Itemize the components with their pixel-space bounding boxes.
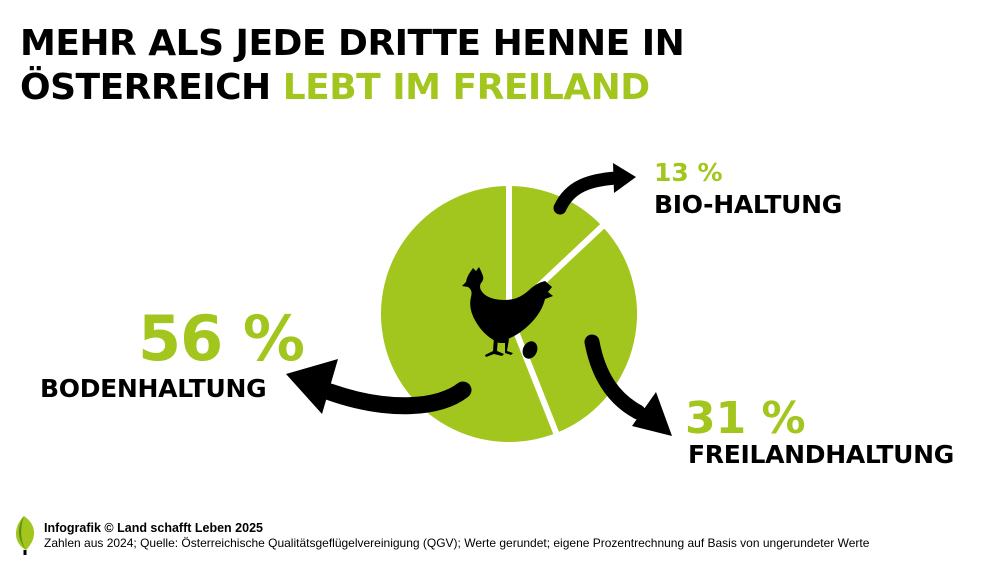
arrow-bio-icon [553,163,636,215]
title-line-2-accent: LEBT IM FREILAND [282,67,650,108]
title-line-1: MEHR ALS JEDE DRITTE HENNE IN [20,23,685,64]
footer: Infografik © Land schafft Leben 2025 Zah… [44,521,869,551]
category-label-bio: BIO-HALTUNG [654,190,843,219]
hen-with-egg-icon [462,267,553,359]
pie-slice-boden [375,180,561,448]
category-label-boden: BODENHALTUNG [40,374,267,403]
arrow-boden-icon [286,359,472,415]
title-line-2-dark: ÖSTERREICH [20,67,271,108]
category-label-freiland: FREILANDHALTUNG [688,440,955,469]
credit-text: Infografik © Land schafft Leben 2025 [44,521,263,535]
chart-title: MEHR ALS JEDE DRITTE HENNE IN ÖSTERREICH… [20,22,685,110]
value-label-bio: 13 % [654,158,723,187]
arrow-freiland-icon [584,334,672,436]
value-label-boden: 56 % [138,302,305,375]
value-label-freiland: 31 % [685,393,806,444]
source-text: Zahlen aus 2024; Quelle: Österreichische… [44,536,870,550]
leaf-logo-icon [15,516,35,555]
pie-slice-bio [506,180,608,317]
